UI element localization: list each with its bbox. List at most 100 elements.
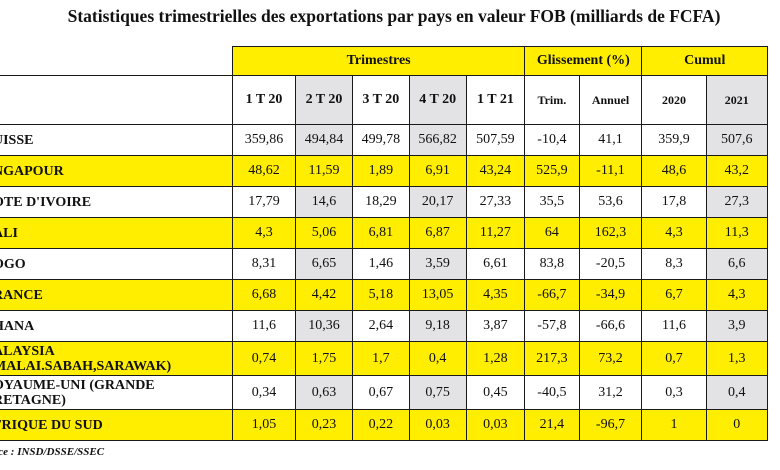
value-cell: 17,8: [641, 186, 707, 218]
table-row: OYAUME-UNI (GRANDE RETAGNE) 0,34 0,63 0,…: [0, 375, 769, 410]
table-row: UISSE 359,86 494,84 499,78 566,82 507,59…: [0, 124, 769, 156]
value-cell: 0: [705, 409, 769, 441]
value-cell: 35,5: [524, 186, 580, 218]
value-cell: 8,3: [641, 248, 707, 280]
value-cell: 0,74: [231, 341, 297, 376]
table-row: ALI 4,3 5,06 6,81 6,87 11,27 64 162,3 4,…: [0, 217, 769, 249]
value-cell: 4,3: [641, 217, 707, 249]
value-cell: 20,17: [408, 186, 467, 218]
col-header: Annuel: [578, 75, 643, 125]
value-cell: 5,18: [351, 279, 410, 311]
value-cell: 0,03: [465, 409, 526, 441]
value-cell: -57,8: [524, 310, 580, 342]
value-cell: 499,78: [351, 124, 410, 156]
value-cell: 507,6: [705, 124, 769, 156]
value-cell: 0,75: [408, 375, 467, 410]
value-cell: 48,62: [231, 155, 297, 187]
value-cell: 83,8: [524, 248, 580, 280]
header-group-row: Trimestres Glissement (%) Cumul: [0, 46, 768, 76]
value-cell: 11,59: [295, 155, 353, 187]
group-trimestres: Trimestres: [231, 46, 526, 76]
value-cell: 0,22: [351, 409, 410, 441]
country-cell: OGO: [0, 248, 233, 280]
col-header: Trim.: [524, 75, 580, 125]
value-cell: 494,84: [295, 124, 353, 156]
value-cell: -66,7: [524, 279, 580, 311]
value-cell: -66,6: [578, 310, 643, 342]
value-cell: 0,4: [408, 341, 467, 376]
value-cell: 2,64: [351, 310, 410, 342]
value-cell: 359,86: [231, 124, 297, 156]
value-cell: 11,6: [231, 310, 297, 342]
table-row: ALAYSIA MALAI.SABAH,SARAWAK) 0,74 1,75 1…: [0, 341, 769, 376]
value-cell: 6,6: [705, 248, 769, 280]
country-cell: HANA: [0, 310, 233, 342]
value-cell: 6,68: [231, 279, 297, 311]
value-cell: 0,3: [641, 375, 707, 410]
country-cell: UISSE: [0, 124, 233, 156]
value-cell: 0,03: [408, 409, 467, 441]
col-header: 4 T 20: [408, 75, 467, 125]
value-cell: 1,3: [705, 341, 769, 376]
source-note: rce : INSD/DSSE/SSEC: [0, 446, 105, 458]
value-cell: 507,59: [465, 124, 526, 156]
value-cell: 1,75: [295, 341, 353, 376]
value-cell: 11,3: [705, 217, 769, 249]
value-cell: 0,23: [295, 409, 353, 441]
header-column-row: 1 T 20 2 T 20 3 T 20 4 T 20 1 T 21 Trim.…: [0, 75, 769, 125]
value-cell: 10,36: [295, 310, 353, 342]
value-cell: 1,89: [351, 155, 410, 187]
col-header: 3 T 20: [351, 75, 410, 125]
value-cell: 6,65: [295, 248, 353, 280]
value-cell: 13,05: [408, 279, 467, 311]
value-cell: 9,18: [408, 310, 467, 342]
group-cumul: Cumul: [641, 46, 768, 76]
value-cell: 64: [524, 217, 580, 249]
value-cell: 5,06: [295, 217, 353, 249]
value-cell: 21,4: [524, 409, 580, 441]
value-cell: 27,3: [705, 186, 769, 218]
value-cell: 6,7: [641, 279, 707, 311]
table-title: Statistiques trimestrielles des exportat…: [67, 6, 721, 26]
value-cell: 1: [641, 409, 707, 441]
value-cell: 48,6: [641, 155, 707, 187]
table-row: OTE D'IVOIRE 17,79 14,6 18,29 20,17 27,3…: [0, 186, 769, 218]
value-cell: 3,59: [408, 248, 467, 280]
value-cell: 43,2: [705, 155, 769, 187]
value-cell: 17,79: [231, 186, 297, 218]
col-header: 2020: [641, 75, 707, 125]
corner-cell: [0, 46, 233, 76]
group-glissement: Glissement (%): [524, 46, 643, 76]
value-cell: -40,5: [524, 375, 580, 410]
value-cell: 11,6: [641, 310, 707, 342]
value-cell: -96,7: [578, 409, 643, 441]
country-line: RETAGNE): [0, 392, 66, 408]
table-row: HANA 11,6 10,36 2,64 9,18 3,87 -57,8 -66…: [0, 310, 769, 342]
value-cell: 217,3: [524, 341, 580, 376]
country-cell: OTE D'IVOIRE: [0, 186, 233, 218]
value-cell: 11,27: [465, 217, 526, 249]
country-line: OYAUME-UNI (GRANDE: [0, 377, 155, 393]
value-cell: 1,46: [351, 248, 410, 280]
country-cell: ALI: [0, 217, 233, 249]
value-cell: 0,7: [641, 341, 707, 376]
value-cell: 6,87: [408, 217, 467, 249]
value-cell: -10,4: [524, 124, 580, 156]
value-cell: 4,3: [231, 217, 297, 249]
table-row: OGO 8,31 6,65 1,46 3,59 6,61 83,8 -20,5 …: [0, 248, 769, 280]
value-cell: 6,61: [465, 248, 526, 280]
table-row: FRIQUE DU SUD 1,05 0,23 0,22 0,03 0,03 2…: [0, 409, 769, 441]
value-cell: 6,91: [408, 155, 467, 187]
value-cell: 4,42: [295, 279, 353, 311]
value-cell: 162,3: [578, 217, 643, 249]
value-cell: 0,67: [351, 375, 410, 410]
country-cell: NGAPOUR: [0, 155, 233, 187]
value-cell: 1,28: [465, 341, 526, 376]
col-header: 2021: [705, 75, 769, 125]
value-cell: 0,45: [465, 375, 526, 410]
value-cell: 1,05: [231, 409, 297, 441]
value-cell: 0,34: [231, 375, 297, 410]
value-cell: 566,82: [408, 124, 467, 156]
value-cell: 31,2: [578, 375, 643, 410]
value-cell: 1,7: [351, 341, 410, 376]
